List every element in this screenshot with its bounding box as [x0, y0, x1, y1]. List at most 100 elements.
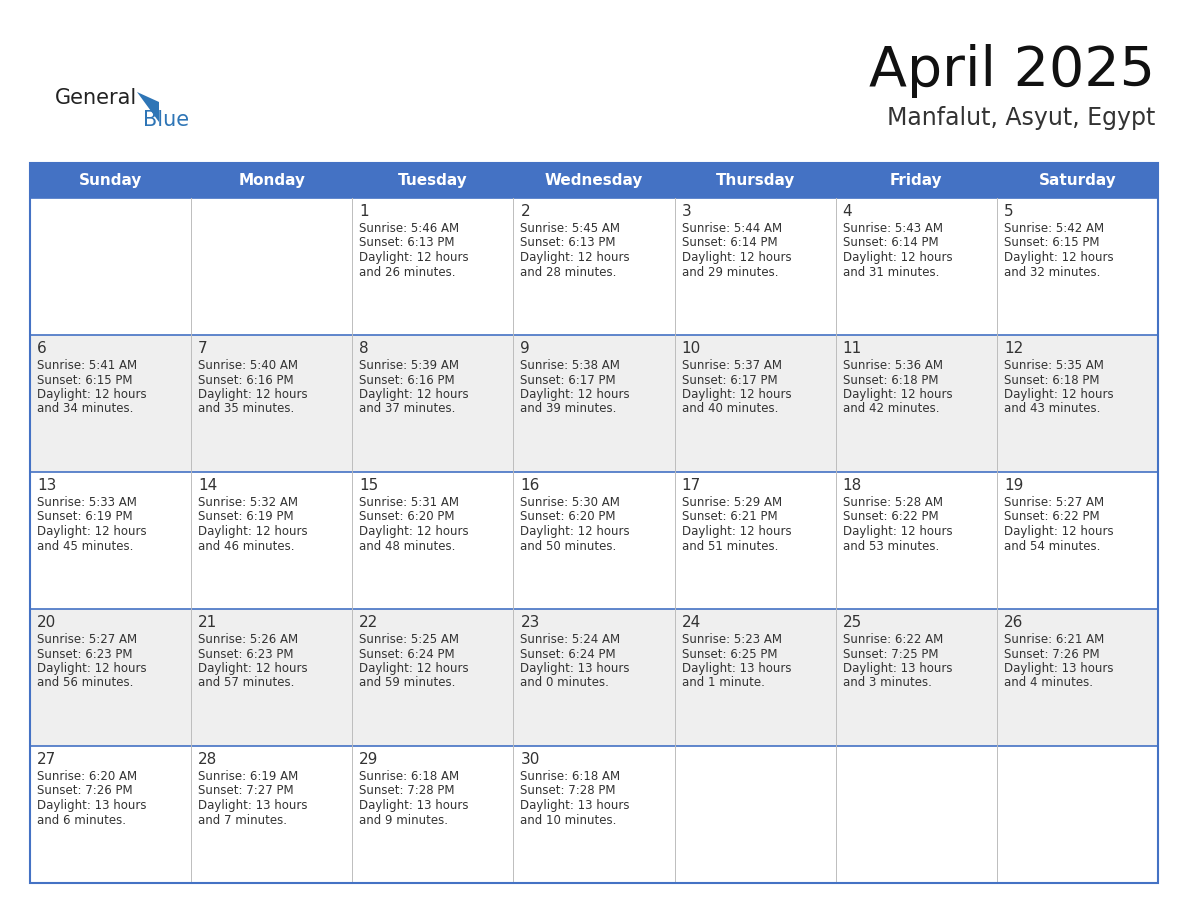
Text: Sunrise: 5:35 AM: Sunrise: 5:35 AM — [1004, 359, 1104, 372]
Text: and 10 minutes.: and 10 minutes. — [520, 813, 617, 826]
Text: Sunrise: 6:19 AM: Sunrise: 6:19 AM — [198, 770, 298, 783]
Text: 21: 21 — [198, 615, 217, 630]
Text: Sunset: 6:16 PM: Sunset: 6:16 PM — [359, 374, 455, 386]
Text: Sunrise: 6:20 AM: Sunrise: 6:20 AM — [37, 770, 137, 783]
Text: Sunrise: 5:28 AM: Sunrise: 5:28 AM — [842, 496, 943, 509]
Text: 19: 19 — [1004, 478, 1023, 493]
Text: Sunset: 6:21 PM: Sunset: 6:21 PM — [682, 510, 777, 523]
Text: Monday: Monday — [239, 173, 305, 188]
Text: Daylight: 12 hours: Daylight: 12 hours — [359, 251, 469, 264]
Text: Daylight: 12 hours: Daylight: 12 hours — [359, 662, 469, 675]
Text: and 6 minutes.: and 6 minutes. — [37, 813, 126, 826]
Text: Sunrise: 5:23 AM: Sunrise: 5:23 AM — [682, 633, 782, 646]
Text: and 32 minutes.: and 32 minutes. — [1004, 265, 1100, 278]
Bar — [30, 472, 1158, 609]
Bar — [30, 163, 1158, 198]
Text: Daylight: 12 hours: Daylight: 12 hours — [682, 251, 791, 264]
Text: Sunset: 6:14 PM: Sunset: 6:14 PM — [682, 237, 777, 250]
Text: Sunset: 6:20 PM: Sunset: 6:20 PM — [520, 510, 615, 523]
Text: and 0 minutes.: and 0 minutes. — [520, 677, 609, 689]
Text: Sunset: 6:23 PM: Sunset: 6:23 PM — [198, 647, 293, 660]
Text: and 31 minutes.: and 31 minutes. — [842, 265, 939, 278]
Text: Sunrise: 5:25 AM: Sunrise: 5:25 AM — [359, 633, 460, 646]
Text: and 28 minutes.: and 28 minutes. — [520, 265, 617, 278]
Bar — [30, 609, 1158, 746]
Text: and 35 minutes.: and 35 minutes. — [198, 402, 295, 416]
Text: 9: 9 — [520, 341, 530, 356]
Text: 2: 2 — [520, 204, 530, 219]
Text: Manfalut, Asyut, Egypt: Manfalut, Asyut, Egypt — [886, 106, 1155, 130]
Text: Sunset: 6:22 PM: Sunset: 6:22 PM — [1004, 510, 1099, 523]
Text: 5: 5 — [1004, 204, 1013, 219]
Text: Sunset: 6:23 PM: Sunset: 6:23 PM — [37, 647, 133, 660]
Text: Thursday: Thursday — [715, 173, 795, 188]
Text: 26: 26 — [1004, 615, 1023, 630]
Text: Daylight: 12 hours: Daylight: 12 hours — [359, 388, 469, 401]
Text: Sunrise: 6:22 AM: Sunrise: 6:22 AM — [842, 633, 943, 646]
Text: 22: 22 — [359, 615, 379, 630]
Text: Sunrise: 5:27 AM: Sunrise: 5:27 AM — [37, 633, 137, 646]
Text: Daylight: 12 hours: Daylight: 12 hours — [37, 388, 146, 401]
Text: Sunrise: 5:24 AM: Sunrise: 5:24 AM — [520, 633, 620, 646]
Text: and 43 minutes.: and 43 minutes. — [1004, 402, 1100, 416]
Text: Daylight: 13 hours: Daylight: 13 hours — [1004, 662, 1113, 675]
Text: 13: 13 — [37, 478, 56, 493]
Text: Sunset: 6:24 PM: Sunset: 6:24 PM — [359, 647, 455, 660]
Text: Sunday: Sunday — [78, 173, 143, 188]
Text: 23: 23 — [520, 615, 539, 630]
Text: 14: 14 — [198, 478, 217, 493]
Text: Daylight: 12 hours: Daylight: 12 hours — [520, 388, 630, 401]
Bar — [30, 335, 1158, 472]
Text: Sunset: 6:20 PM: Sunset: 6:20 PM — [359, 510, 455, 523]
Text: 29: 29 — [359, 752, 379, 767]
Text: Daylight: 13 hours: Daylight: 13 hours — [37, 799, 146, 812]
Text: Sunset: 6:22 PM: Sunset: 6:22 PM — [842, 510, 939, 523]
Text: 18: 18 — [842, 478, 862, 493]
Text: Sunrise: 5:45 AM: Sunrise: 5:45 AM — [520, 222, 620, 235]
Text: Sunrise: 5:42 AM: Sunrise: 5:42 AM — [1004, 222, 1104, 235]
Text: Daylight: 12 hours: Daylight: 12 hours — [682, 388, 791, 401]
Text: Daylight: 12 hours: Daylight: 12 hours — [198, 525, 308, 538]
Text: 7: 7 — [198, 341, 208, 356]
Text: Sunrise: 5:44 AM: Sunrise: 5:44 AM — [682, 222, 782, 235]
Bar — [30, 746, 1158, 883]
Text: and 4 minutes.: and 4 minutes. — [1004, 677, 1093, 689]
Text: Sunset: 6:15 PM: Sunset: 6:15 PM — [1004, 237, 1099, 250]
Text: and 9 minutes.: and 9 minutes. — [359, 813, 448, 826]
Text: Daylight: 12 hours: Daylight: 12 hours — [842, 388, 953, 401]
Text: Daylight: 12 hours: Daylight: 12 hours — [359, 525, 469, 538]
Text: and 42 minutes.: and 42 minutes. — [842, 402, 940, 416]
Text: Sunrise: 5:30 AM: Sunrise: 5:30 AM — [520, 496, 620, 509]
Text: 25: 25 — [842, 615, 862, 630]
Text: and 57 minutes.: and 57 minutes. — [198, 677, 295, 689]
Text: Sunrise: 5:37 AM: Sunrise: 5:37 AM — [682, 359, 782, 372]
Text: Sunrise: 5:27 AM: Sunrise: 5:27 AM — [1004, 496, 1104, 509]
Text: Sunset: 6:14 PM: Sunset: 6:14 PM — [842, 237, 939, 250]
Text: Sunrise: 5:32 AM: Sunrise: 5:32 AM — [198, 496, 298, 509]
Text: and 3 minutes.: and 3 minutes. — [842, 677, 931, 689]
Text: Friday: Friday — [890, 173, 942, 188]
Text: 8: 8 — [359, 341, 369, 356]
Text: 28: 28 — [198, 752, 217, 767]
Text: Sunrise: 5:29 AM: Sunrise: 5:29 AM — [682, 496, 782, 509]
Text: Sunset: 6:15 PM: Sunset: 6:15 PM — [37, 374, 133, 386]
Text: General: General — [55, 88, 138, 108]
Text: and 56 minutes.: and 56 minutes. — [37, 677, 133, 689]
Text: 1: 1 — [359, 204, 369, 219]
Text: 10: 10 — [682, 341, 701, 356]
Text: Daylight: 12 hours: Daylight: 12 hours — [198, 388, 308, 401]
Text: and 29 minutes.: and 29 minutes. — [682, 265, 778, 278]
Text: Daylight: 12 hours: Daylight: 12 hours — [198, 662, 308, 675]
Text: Daylight: 13 hours: Daylight: 13 hours — [198, 799, 308, 812]
Text: Tuesday: Tuesday — [398, 173, 468, 188]
Text: and 48 minutes.: and 48 minutes. — [359, 540, 456, 553]
Text: April 2025: April 2025 — [868, 44, 1155, 98]
Text: Daylight: 13 hours: Daylight: 13 hours — [520, 799, 630, 812]
Text: Sunset: 6:18 PM: Sunset: 6:18 PM — [1004, 374, 1099, 386]
Text: Sunrise: 5:31 AM: Sunrise: 5:31 AM — [359, 496, 460, 509]
Text: Sunrise: 5:33 AM: Sunrise: 5:33 AM — [37, 496, 137, 509]
Text: Sunset: 7:28 PM: Sunset: 7:28 PM — [359, 785, 455, 798]
Text: Daylight: 12 hours: Daylight: 12 hours — [520, 251, 630, 264]
Text: Sunset: 7:26 PM: Sunset: 7:26 PM — [37, 785, 133, 798]
Text: Daylight: 13 hours: Daylight: 13 hours — [682, 662, 791, 675]
